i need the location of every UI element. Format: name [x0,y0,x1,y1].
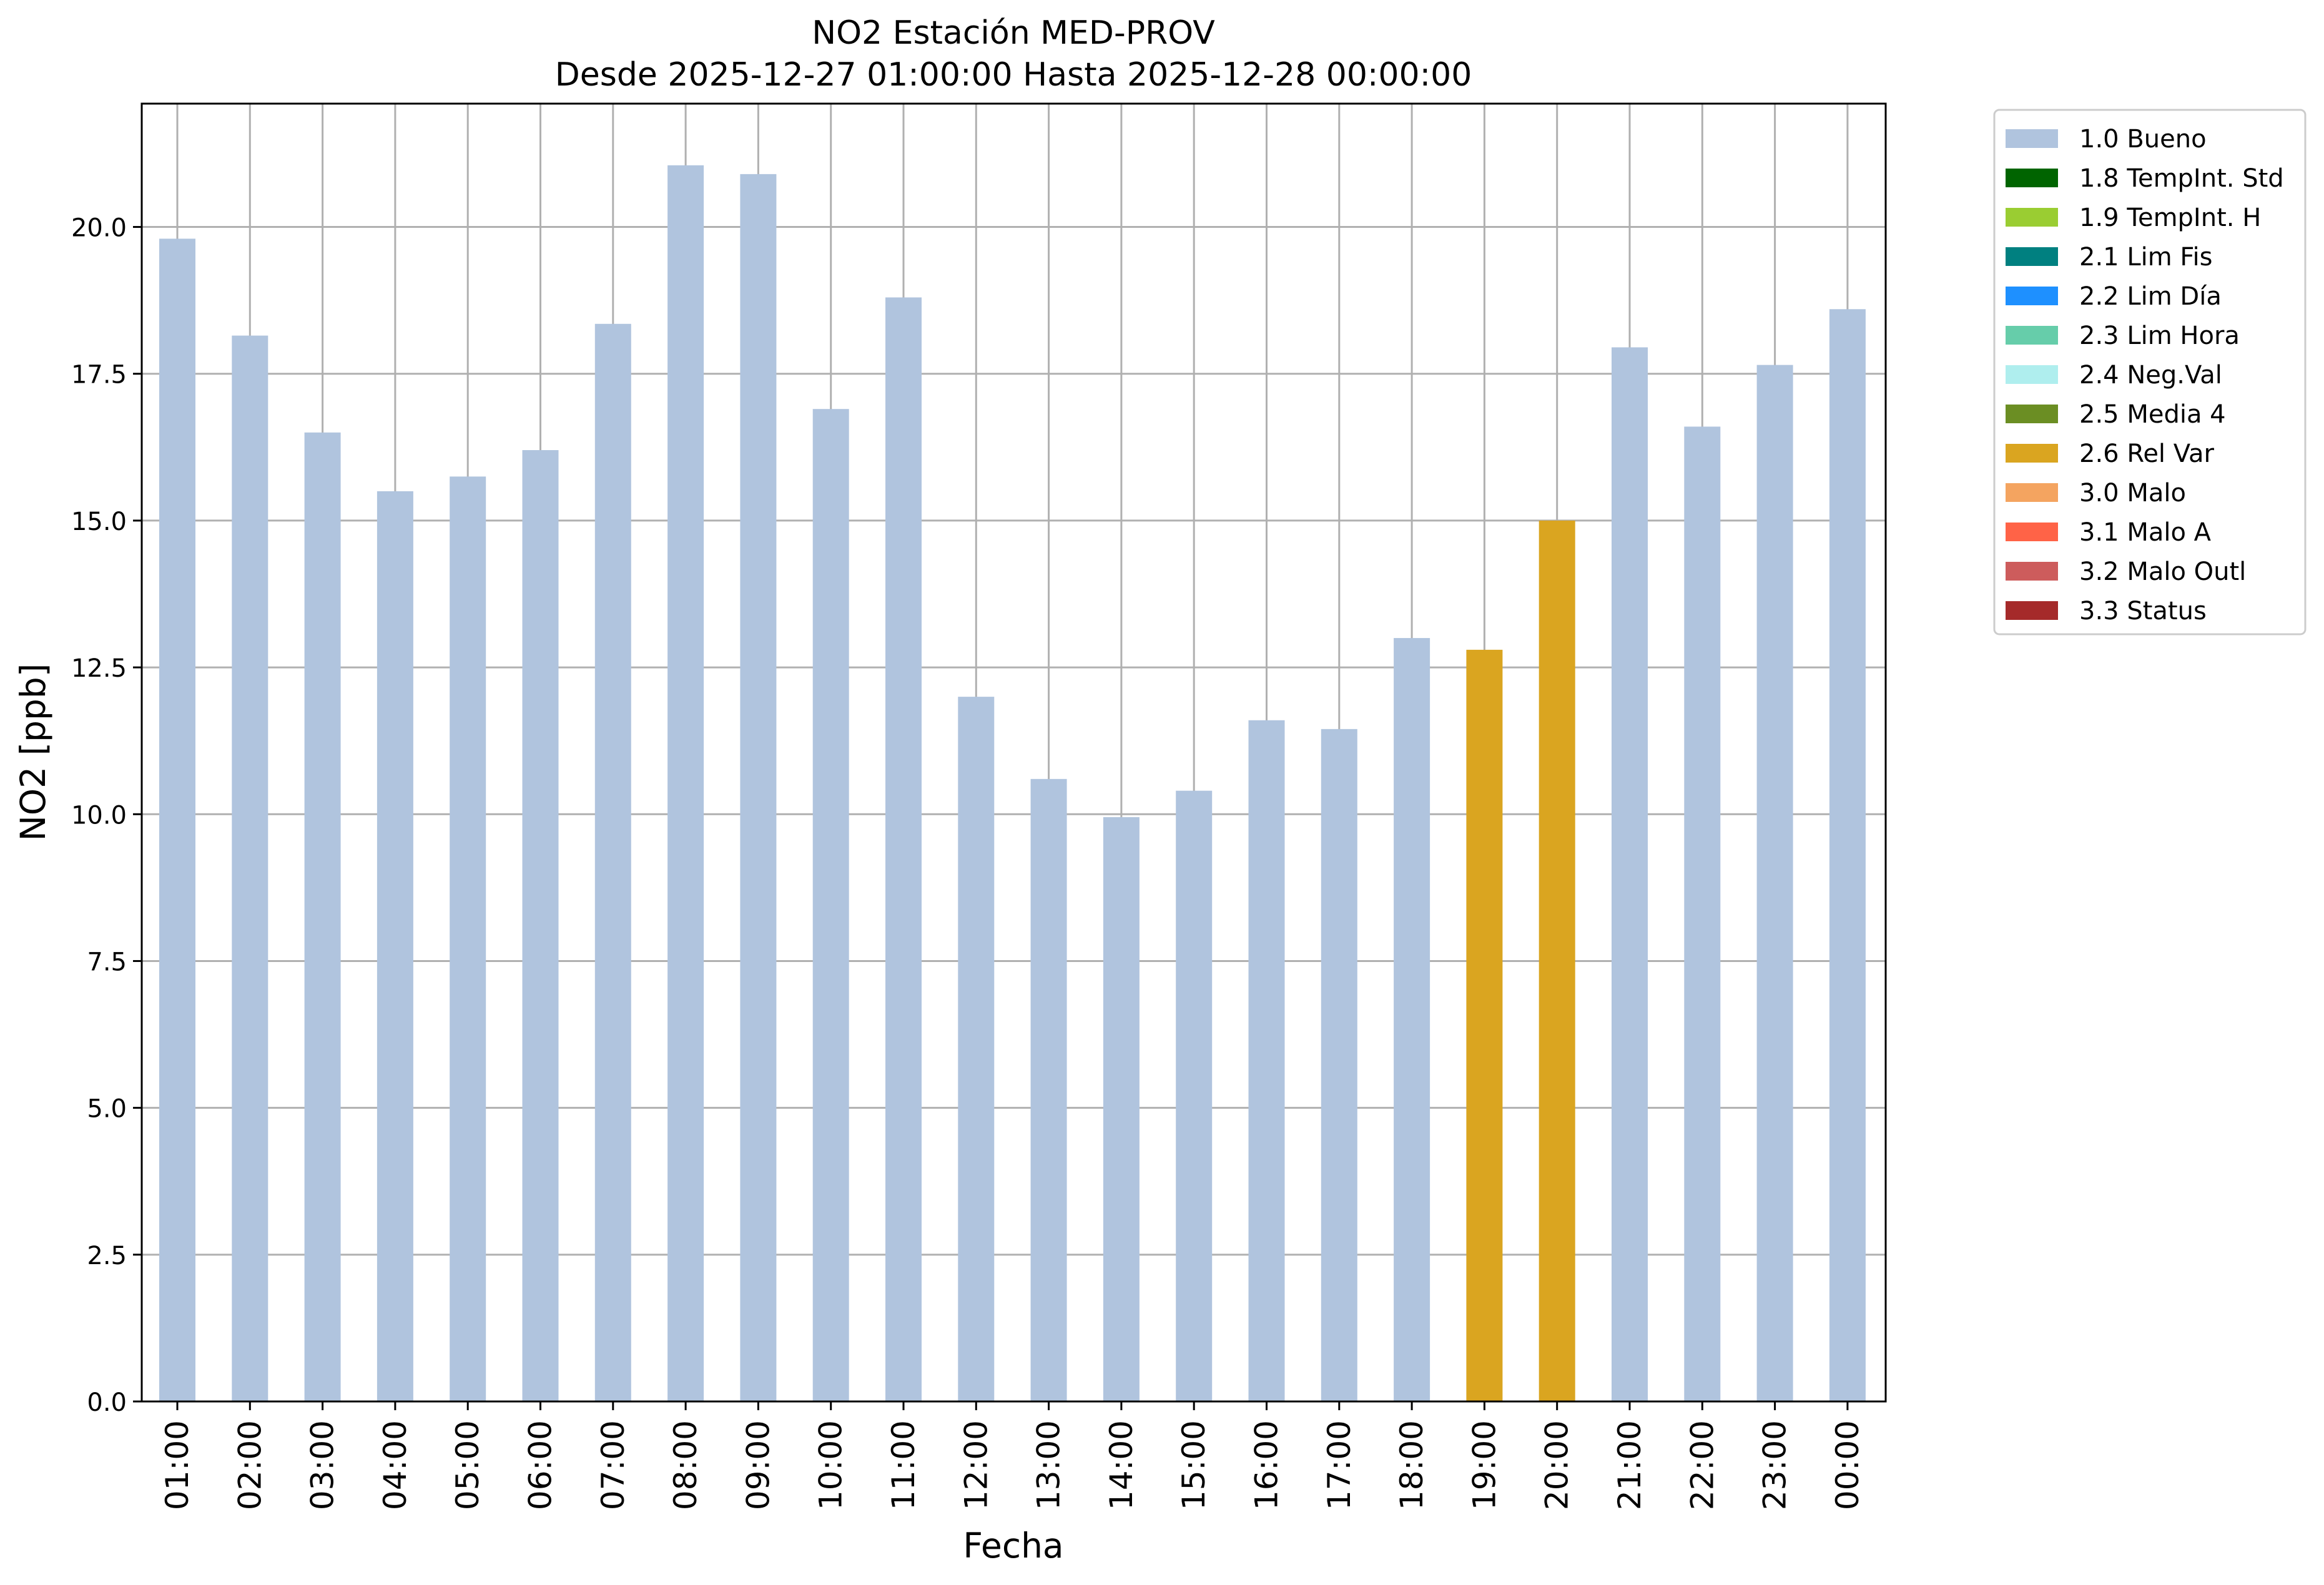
x-tick-label: 16:00 [1249,1420,1285,1510]
bar-2300 [1756,365,1793,1401]
x-tick-label: 10:00 [813,1420,849,1510]
legend-label: 3.2 Malo Outl [2079,557,2246,586]
legend-swatch [2006,483,2058,502]
legend-swatch [2006,287,2058,305]
plot-frame [140,102,1887,1403]
y-tick-label: 12.5 [71,654,127,683]
bar-1300 [1030,778,1067,1401]
bar-1800 [1394,638,1430,1401]
bar-1200 [958,697,995,1401]
bar-0800 [667,165,704,1402]
legend-swatch [2006,365,2058,384]
x-tick-label: 02:00 [232,1420,268,1510]
bar-0500 [450,476,486,1401]
legend-label: 2.6 Rel Var [2079,439,2215,468]
legend-swatch [2006,129,2058,148]
x-tick-label: 22:00 [1684,1420,1720,1510]
x-tick-label: 09:00 [740,1420,776,1510]
y-axis-label: NO2 [ppb] [13,664,53,842]
x-tick-label: 04:00 [377,1420,413,1510]
bar-2100 [1612,347,1648,1402]
bar-2000 [1539,520,1575,1401]
legend-label: 2.5 Media 4 [2079,400,2226,429]
x-tick-label: 19:00 [1466,1420,1502,1510]
bar-0100 [159,238,195,1402]
legend-swatch [2006,601,2058,620]
x-tick-label: 05:00 [450,1420,486,1510]
legend-label: 2.4 Neg.Val [2079,361,2222,390]
legend-swatch [2006,169,2058,187]
bar-0900 [740,174,777,1402]
bar-1000 [812,409,849,1401]
legend-swatch [2006,562,2058,581]
chart-title: NO2 Estación MED-PROV [812,14,1215,52]
bar-0600 [522,450,559,1402]
y-tick-label: 0.0 [87,1388,127,1417]
y-tick-label: 15.0 [71,508,127,536]
x-tick-label: 21:00 [1612,1420,1648,1510]
x-tick-label: 06:00 [523,1420,559,1510]
x-tick-label: 00:00 [1829,1420,1866,1510]
x-tick-label: 01:00 [159,1420,195,1510]
legend-label: 1.8 TempInt. Std [2079,164,2284,193]
bar-1900 [1466,649,1503,1401]
x-tick-label: 11:00 [885,1420,922,1510]
x-axis: 01:00 02:00 03:00 04:00 05:00 06:00 07:00 08:00… [159,1401,1866,1510]
legend-items: 1.0 Bueno 1.8 TempInt. Std 1.9 TempInt. H 2… [2006,125,2284,626]
x-tick-label: 17:00 [1321,1420,1357,1510]
bar-0300 [304,432,341,1401]
bar-layer [159,165,1866,1402]
bar-1500 [1176,790,1213,1401]
bar-1100 [885,297,922,1401]
x-tick-label: 13:00 [1031,1420,1067,1510]
bar-0400 [377,491,413,1401]
legend-label: 2.1 Lim Fis [2079,243,2212,272]
legend-swatch [2006,405,2058,423]
legend-label: 3.0 Malo [2079,479,2186,508]
legend-swatch [2006,523,2058,541]
y-axis: 0.0 2.5 5.0 7.5 10.0 12.5 15.0 17.5 20.0 [71,214,142,1417]
legend-label: 2.2 Lim Día [2079,282,2222,311]
legend-swatch [2006,326,2058,345]
y-tick-label: 10.0 [71,801,127,830]
bar-0000 [1829,309,1866,1401]
legend-swatch [2006,444,2058,463]
x-tick-label: 03:00 [305,1420,341,1510]
legend-label: 3.1 Malo A [2079,518,2212,547]
y-tick-label: 2.5 [87,1242,127,1270]
legend-swatch [2006,247,2058,266]
bar-1400 [1103,817,1140,1401]
bar-1700 [1321,729,1357,1401]
x-tick-label: 12:00 [958,1420,994,1510]
x-tick-label: 14:00 [1103,1420,1140,1510]
x-tick-label: 18:00 [1394,1420,1430,1510]
legend-label: 1.0 Bueno [2079,125,2207,154]
legend-label: 3.3 Status [2079,597,2207,626]
x-tick-label: 23:00 [1757,1420,1793,1510]
y-tick-label: 5.0 [87,1095,127,1124]
bar-0200 [232,335,268,1402]
x-tick-label: 08:00 [667,1420,704,1510]
bar-2200 [1684,426,1721,1401]
x-tick-label: 15:00 [1176,1420,1212,1510]
y-tick-label: 7.5 [87,948,127,976]
y-tick-label: 17.5 [71,361,127,390]
x-tick-label: 07:00 [595,1420,631,1510]
chart-subtitle: Desde 2025-12-27 01:00:00 Hasta 2025-12-… [555,56,1472,94]
y-tick-label: 20.0 [71,214,127,243]
x-axis-label: Fecha [963,1526,1063,1566]
legend-swatch [2006,208,2058,227]
bar-1600 [1248,720,1285,1401]
legend-label: 1.9 TempInt. H [2079,204,2261,232]
legend-frame [1993,109,2307,635]
legend: 1.0 Bueno 1.8 TempInt. Std 1.9 TempInt. H 2… [1993,109,2307,635]
x-tick-label: 20:00 [1539,1420,1575,1510]
bar-0700 [594,323,631,1401]
legend-label: 2.3 Lim Hora [2079,321,2240,350]
